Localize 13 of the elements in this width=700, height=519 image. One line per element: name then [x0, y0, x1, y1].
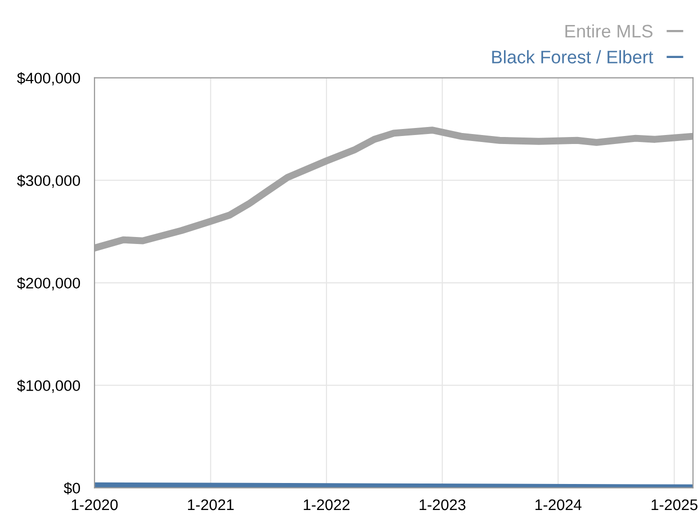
x-tick-label: 1-2025 [652, 499, 698, 510]
x-tick-label: 1-2024 [536, 499, 582, 510]
y-tick-label: $200,000 [17, 277, 80, 290]
y-tick-label: $400,000 [17, 72, 80, 86]
legend-label: Black Forest / Elbert [492, 50, 654, 64]
y-tick-label: $300,000 [17, 174, 80, 188]
x-tick-label: 1-2021 [188, 499, 234, 510]
legend-label: Entire MLS [565, 24, 652, 38]
x-tick-label: 1-2023 [420, 499, 466, 510]
y-tick-label: $0 [64, 482, 80, 494]
y-tick-label: $100,000 [17, 380, 80, 393]
x-tick-label: 1-2020 [72, 499, 118, 510]
x-tick-label: 1-2022 [304, 499, 350, 510]
